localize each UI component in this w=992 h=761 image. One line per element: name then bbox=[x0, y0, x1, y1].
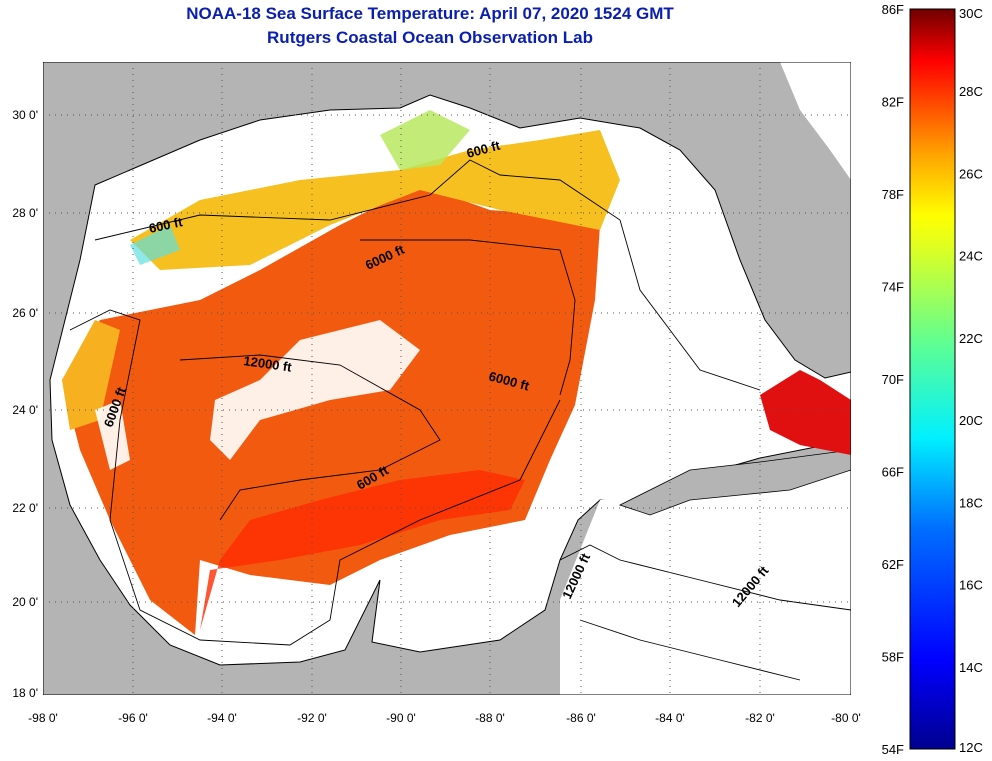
colorbar-c-label: 28C bbox=[959, 84, 983, 99]
colorbar-c-label: 14C bbox=[959, 660, 983, 675]
colorbar-f-label: 78F bbox=[882, 187, 904, 202]
lon-label: -84 0' bbox=[655, 711, 685, 725]
colorbar-c-label: 24C bbox=[959, 249, 983, 264]
lat-axis: 30 0' 28 0' 26 0' 24 0' 22 0' 20 0' 18 0… bbox=[12, 108, 38, 700]
colorbar-f-label: 66F bbox=[882, 465, 904, 480]
sst-hot-core bbox=[200, 470, 525, 630]
colorbar-c-label: 18C bbox=[959, 495, 983, 510]
lon-label: -96 0' bbox=[118, 711, 148, 725]
lat-label: 30 0' bbox=[12, 108, 38, 122]
colorbar: 86F 82F 78F 74F 70F 66F 62F 58F 54F 30C 28C 26C 24C… bbox=[882, 2, 983, 757]
colorbar-c-label: 26C bbox=[959, 166, 983, 181]
colorbar-gradient bbox=[909, 8, 956, 750]
cuba-land bbox=[618, 449, 851, 516]
contour-label: 600 ft bbox=[148, 214, 185, 236]
lon-label: -88 0' bbox=[475, 711, 505, 725]
lat-label: 22 0' bbox=[12, 501, 38, 515]
sst-west-yellow bbox=[62, 320, 120, 430]
map-title: NOAA-18 Sea Surface Temperature: April 0… bbox=[186, 4, 674, 23]
lon-axis: -98 0' -96 0' -94 0' -92 0' -90 0' -88 0… bbox=[28, 711, 861, 725]
lon-label: -94 0' bbox=[207, 711, 237, 725]
colorbar-f-label: 62F bbox=[882, 557, 904, 572]
lat-label: 18 0' bbox=[12, 686, 38, 700]
lon-label: -92 0' bbox=[297, 711, 327, 725]
sst-shelf-cyan bbox=[130, 225, 180, 265]
lon-label: -90 0' bbox=[386, 711, 416, 725]
colorbar-f-label: 54F bbox=[882, 742, 904, 757]
lat-label: 26 0' bbox=[12, 306, 38, 320]
lon-label: -98 0' bbox=[28, 711, 58, 725]
contour-label: 12000 ft bbox=[243, 353, 294, 375]
sst-keys-red bbox=[760, 370, 851, 455]
colorbar-f-label: 86F bbox=[882, 2, 904, 17]
colorbar-c-label: 16C bbox=[959, 578, 983, 593]
colorbar-f-label: 58F bbox=[882, 650, 904, 665]
bathymetry-contours bbox=[69, 159, 851, 681]
caribbean-water bbox=[560, 455, 851, 695]
colorbar-f-label: 70F bbox=[882, 372, 904, 387]
colorbar-f-label: 82F bbox=[882, 95, 904, 110]
cloud-gap bbox=[210, 320, 420, 460]
atlantic-water bbox=[780, 62, 851, 180]
sst-cooler-north bbox=[130, 130, 620, 270]
colorbar-c-label: 20C bbox=[959, 413, 983, 428]
sst-shelf-green bbox=[380, 110, 470, 170]
lat-label: 24 0' bbox=[12, 403, 38, 417]
map-subtitle: Rutgers Coastal Ocean Observation Lab bbox=[267, 28, 593, 47]
lat-label: 28 0' bbox=[12, 206, 38, 220]
lat-label: 20 0' bbox=[12, 595, 38, 609]
colorbar-c-label: 30C bbox=[959, 6, 983, 21]
colorbar-c-label: 12C bbox=[959, 740, 983, 755]
lon-label: -86 0' bbox=[566, 711, 596, 725]
lon-label: -82 0' bbox=[745, 711, 775, 725]
colorbar-c-label: 22C bbox=[959, 331, 983, 346]
colorbar-f-label: 74F bbox=[882, 280, 904, 295]
lon-label: -80 0' bbox=[831, 711, 861, 725]
cloud-gap bbox=[95, 400, 130, 470]
